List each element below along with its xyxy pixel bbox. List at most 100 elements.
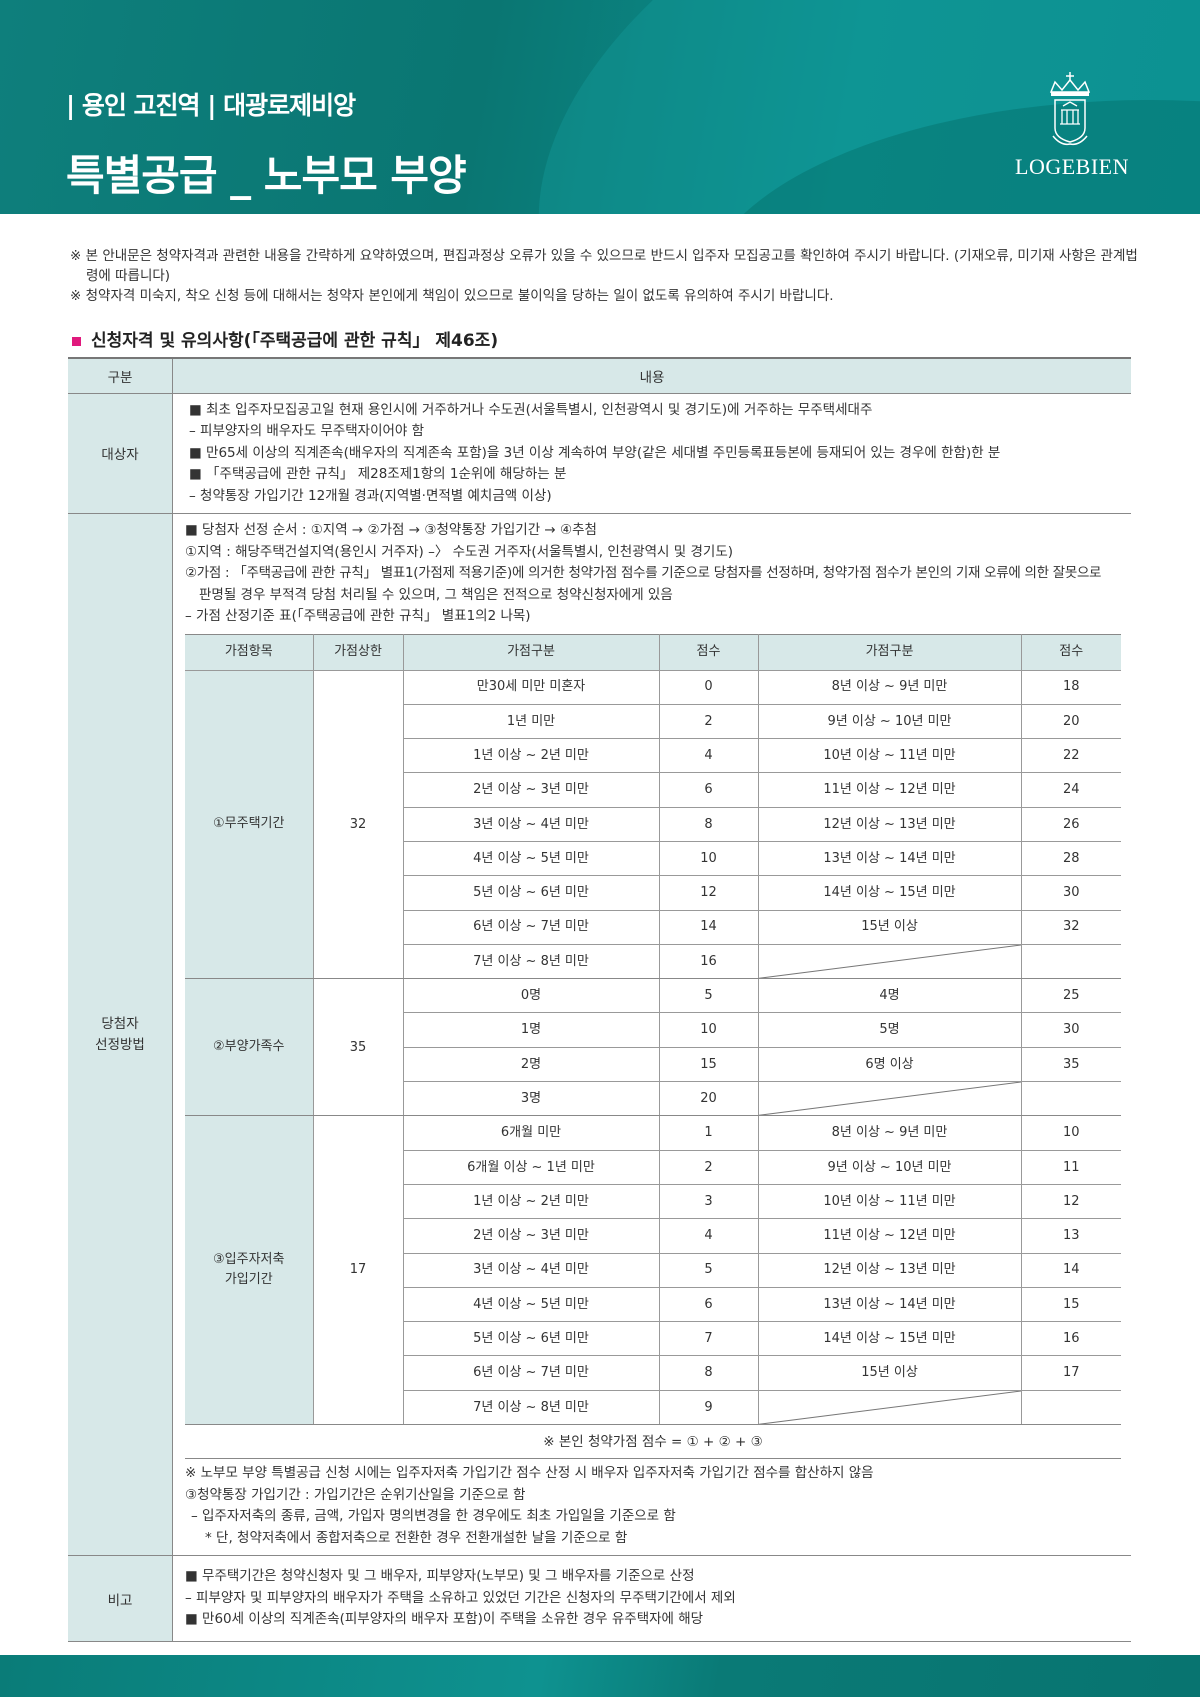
score-cell-range-2: 10년 이상 ~ 11년 미만 [758, 738, 1022, 774]
score-cell-score: 2 [659, 1150, 759, 1185]
selection-line: ■ 당첨자 선정 순서 : ①지역 → ②가점 → ③청약통장 가입기간 → ④… [185, 522, 597, 538]
score-cell-score: 3 [659, 1184, 759, 1220]
footer-band [0, 1655, 1200, 1697]
score-row: 6년 이상 ~ 7년 미만 8 15년 이상 17 [185, 1355, 1121, 1391]
score-cell-score-2: 10 [1021, 1115, 1121, 1151]
score-cell-range-2: 4명 [758, 978, 1022, 1014]
score-row: 1명 10 5명 30 [185, 1012, 1121, 1048]
remarks-line: – 피부양자 및 피부양자의 배우자가 주택을 소유하고 있었던 기간은 신청자… [185, 1589, 736, 1606]
score-row: 4년 이상 ~ 5년 미만 6 13년 이상 ~ 14년 미만 15 [185, 1287, 1121, 1323]
header-banner: | 용인 고진역 | 대광로제비앙 특별공급 _ 노부모 부양 LOGEBIEN [0, 0, 1200, 214]
score-cell-score-2: 28 [1021, 841, 1121, 877]
score-cell-range-2: 12년 이상 ~ 13년 미만 [758, 1253, 1022, 1288]
selection-row: 당첨자 선정방법 ■ 당첨자 선정 순서 : ①지역 → ②가점 → ③청약통장… [68, 513, 1131, 1557]
score-formula: ※ 본인 청약가점 점수 = ① + ② + ③ [185, 1425, 1121, 1460]
bullet-square-icon [72, 336, 81, 346]
score-cell-range-2: 15년 이상 [758, 910, 1022, 945]
score-cell-score-2: 20 [1021, 704, 1121, 740]
score-cell-range-2: 9년 이상 ~ 10년 미만 [758, 704, 1022, 740]
score-row: 6년 이상 ~ 7년 미만 14 15년 이상 32 [185, 910, 1121, 945]
score-cell-score: 2 [659, 704, 759, 740]
table-header-row: 구분 내용 [68, 357, 1131, 394]
selection-line: ②가점 : 「주택공급에 관한 규칙」 별표1(가점제 적용기준)에 의거한 청… [185, 565, 1102, 581]
score-cell-score: 10 [659, 1012, 759, 1048]
score-cell-score-2: 30 [1021, 875, 1121, 911]
score-header-row: 가점항목 가점상한 가점구분 점수 가점구분 점수 [185, 633, 1121, 671]
score-cell-score: 7 [659, 1321, 759, 1357]
score-cell-range: 0명 [403, 978, 660, 1014]
score-row: 4년 이상 ~ 5년 미만 10 13년 이상 ~ 14년 미만 28 [185, 841, 1121, 877]
score-cell-score: 8 [659, 1355, 759, 1391]
target-label: 대상자 [68, 393, 173, 514]
score-max: 32 [313, 670, 404, 980]
target-line: – 피부양자의 배우자도 무주택자이어야 함 [189, 423, 425, 439]
score-cell-score-2: 24 [1021, 772, 1121, 808]
score-cell-score: 12 [659, 875, 759, 911]
score-cell-range: 만30세 미만 미혼자 [403, 670, 660, 705]
score-cell-range-2: 14년 이상 ~ 15년 미만 [758, 1321, 1022, 1357]
score-cell-range-2: 9년 이상 ~ 10년 미만 [758, 1150, 1022, 1185]
score-item: ①무주택기간 [185, 670, 314, 980]
score-cell-score: 15 [659, 1047, 759, 1083]
crown-crest-icon [1049, 72, 1091, 146]
eligibility-table: 구분 내용 대상자 ■ 최초 입주자모집공고일 현재 용인시에 거주하거나 수도… [68, 357, 1131, 1643]
score-row: ②부양가족수 35 0명 5 4명 25 [185, 978, 1121, 1117]
diagonal-slash [759, 1082, 1021, 1115]
score-cell-range-2: 11년 이상 ~ 12년 미만 [758, 1218, 1022, 1254]
after-note: ※ 노부모 부양 특별공급 신청 시에는 입주자저축 가입기간 점수 산정 시 … [185, 1465, 874, 1482]
score-cell-score: 6 [659, 1287, 759, 1323]
score-cell-range-2: 12년 이상 ~ 13년 미만 [758, 807, 1022, 842]
col-score: 점수 [659, 633, 759, 671]
score-max: 35 [313, 978, 404, 1117]
score-cell-range: 4년 이상 ~ 5년 미만 [403, 1287, 660, 1323]
logo-text: LOGEBIEN [1015, 154, 1129, 179]
score-row: 1년 이상 ~ 2년 미만 4 10년 이상 ~ 11년 미만 22 [185, 738, 1121, 774]
score-cell-range: 1년 이상 ~ 2년 미만 [403, 1184, 660, 1220]
score-cell-range-2 [758, 1390, 1022, 1426]
selection-line: 판명될 경우 부적격 당첨 처리될 수 있으며, 그 책임은 전적으로 청약신청… [199, 586, 673, 603]
score-cell-score-2: 14 [1021, 1253, 1121, 1288]
notice-1: ※ 본 안내문은 청약자격과 관련한 내용을 간략하게 요약하였으며, 편집과정… [70, 248, 1138, 284]
col-range-2: 가점구분 [758, 633, 1022, 671]
target-line: ■ 최초 입주자모집공고일 현재 용인시에 거주하거나 수도권(서울특별시, 인… [189, 401, 873, 418]
score-cell-score: 8 [659, 807, 759, 842]
score-cell-score-2: 26 [1021, 807, 1121, 842]
score-cell-range-2: 11년 이상 ~ 12년 미만 [758, 772, 1022, 808]
score-cell-range-2: 14년 이상 ~ 15년 미만 [758, 875, 1022, 911]
target-line: ■ 만65세 이상의 직계존속(배우자의 직계존속 포함)을 3년 이상 계속하… [189, 444, 1001, 461]
score-cell-score: 1 [659, 1115, 759, 1151]
score-cell-score-2: 32 [1021, 910, 1121, 945]
score-cell-score: 16 [659, 944, 759, 980]
col-score-2: 점수 [1021, 633, 1121, 671]
score-cell-range-2: 13년 이상 ~ 14년 미만 [758, 841, 1022, 877]
score-max: 17 [313, 1115, 404, 1426]
score-cell-range-2: 15년 이상 [758, 1355, 1022, 1391]
score-cell-score-2: 11 [1021, 1150, 1121, 1185]
score-cell-score: 9 [659, 1390, 759, 1426]
score-row: 6개월 이상 ~ 1년 미만 2 9년 이상 ~ 10년 미만 11 [185, 1150, 1121, 1185]
score-cell-range: 5년 이상 ~ 6년 미만 [403, 1321, 660, 1357]
score-table: 가점항목 가점상한 가점구분 점수 가점구분 점수 ①무주택기간 32 만30세 미… [185, 633, 1121, 1426]
score-cell-score: 4 [659, 738, 759, 774]
project-subtitle: | 용인 고진역 | 대광로제비앙 [66, 91, 356, 120]
score-cell-score: 0 [659, 670, 759, 705]
score-cell-range: 5년 이상 ~ 6년 미만 [403, 875, 660, 911]
score-cell-score: 20 [659, 1081, 759, 1117]
score-cell-range: 6개월 미만 [403, 1115, 660, 1151]
score-row: 2년 이상 ~ 3년 미만 6 11년 이상 ~ 12년 미만 24 [185, 772, 1121, 808]
score-row: 5년 이상 ~ 6년 미만 7 14년 이상 ~ 15년 미만 16 [185, 1321, 1121, 1357]
score-cell-range-2: 10년 이상 ~ 11년 미만 [758, 1184, 1022, 1220]
score-cell-score: 6 [659, 772, 759, 808]
score-cell-score-2 [1021, 1081, 1121, 1117]
score-row: 7년 이상 ~ 8년 미만 9 [185, 1390, 1121, 1426]
score-cell-range: 2년 이상 ~ 3년 미만 [403, 1218, 660, 1254]
header-category: 구분 [68, 357, 173, 394]
score-cell-score-2: 30 [1021, 1012, 1121, 1048]
score-row: 3년 이상 ~ 4년 미만 5 12년 이상 ~ 13년 미만 14 [185, 1253, 1121, 1288]
selection-label: 당첨자 선정방법 [68, 513, 173, 1557]
score-cell-score-2: 13 [1021, 1218, 1121, 1254]
score-item: ②부양가족수 [185, 978, 314, 1117]
score-cell-range: 3년 이상 ~ 4년 미만 [403, 1253, 660, 1288]
score-cell-score-2: 16 [1021, 1321, 1121, 1357]
score-cell-score-2: 18 [1021, 670, 1121, 705]
